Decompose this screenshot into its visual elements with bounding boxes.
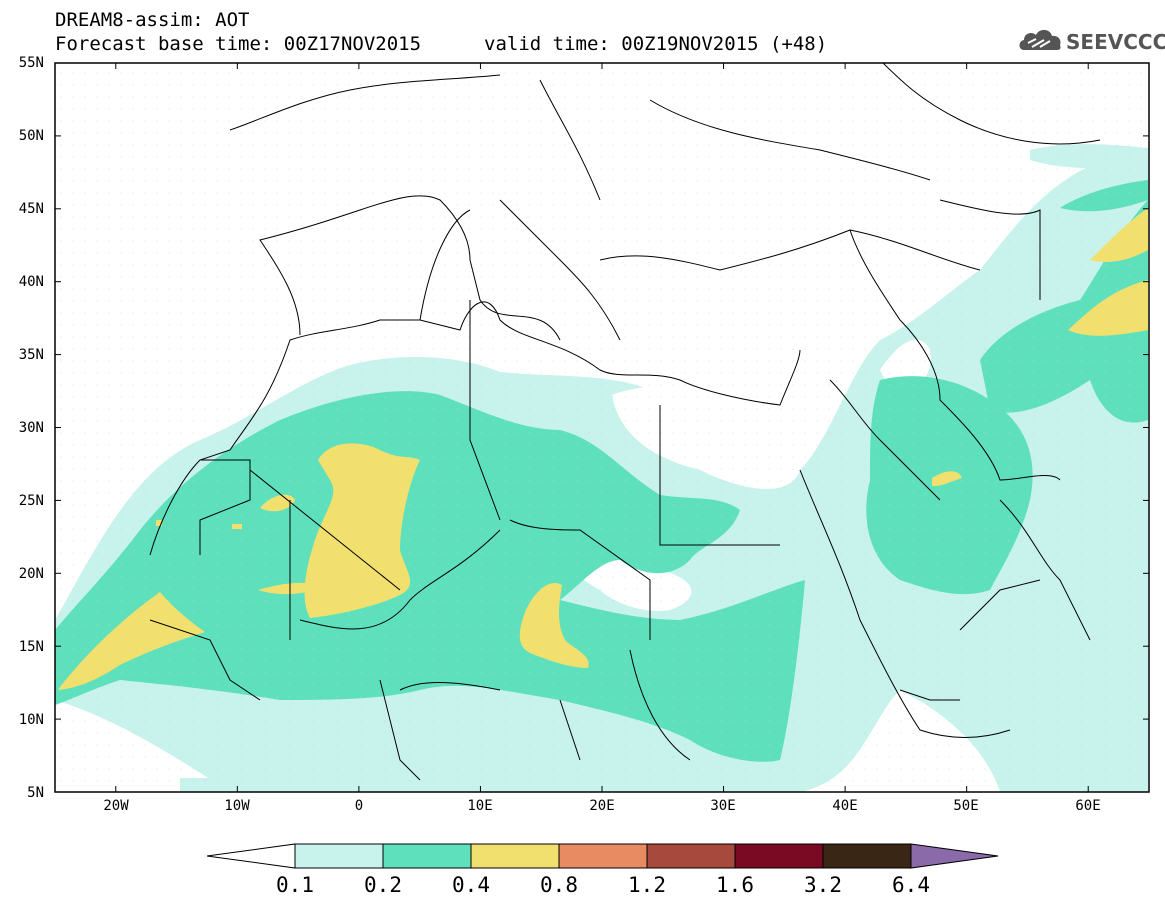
lon-label: 50E: [953, 798, 979, 814]
colorbar-label: 0.1: [276, 873, 314, 897]
lon-label: 20E: [589, 798, 615, 814]
lon-label: 60E: [1075, 798, 1101, 814]
forecast-base-time: Forecast base time: 00Z17NOV2015: [55, 33, 422, 55]
lon-label: 40E: [832, 798, 858, 814]
colorbar-bin-1.6: [734, 843, 824, 869]
lon-label: 10W: [224, 798, 250, 814]
colorbar-bin-1.2: [646, 843, 736, 869]
colorbar-label: 6.4: [892, 873, 930, 897]
colorbar-bin-0.1: [294, 843, 384, 869]
lat-label: 5N: [27, 785, 44, 801]
colorbar-over-arrow: [910, 843, 999, 869]
colorbar-label: 1.2: [628, 873, 666, 897]
lat-label: 20N: [18, 566, 44, 582]
colorbar-under-arrow: [206, 843, 296, 869]
colorbar-bin-0.2: [382, 843, 472, 869]
colorbar-bin-0.4: [470, 843, 560, 869]
axis-ticks: [55, 62, 1149, 793]
lat-label: 35N: [18, 347, 44, 363]
logo-text: SEEVCCC: [1066, 30, 1165, 54]
lat-label: 40N: [18, 274, 44, 290]
lat-label: 15N: [18, 639, 44, 655]
map-title: DREAM8-assim: AOT: [55, 9, 250, 31]
lat-label: 10N: [18, 712, 44, 728]
colorbar-label: 3.2: [804, 873, 842, 897]
colorbar-bin-3.2: [822, 843, 912, 869]
colorbar-label: 0.4: [452, 873, 490, 897]
lat-label: 30N: [18, 420, 44, 436]
colorbar-label: 1.6: [716, 873, 754, 897]
lat-label: 55N: [18, 55, 44, 71]
lon-label: 20W: [103, 798, 129, 814]
colorbar-bin-0.8: [558, 843, 648, 869]
lat-label: 50N: [18, 128, 44, 144]
colorbar-label: 0.8: [540, 873, 578, 897]
valid-time: valid time: 00Z19NOV2015 (+48): [484, 33, 828, 55]
colorbar: [206, 843, 999, 869]
colorbar-label: 0.2: [364, 873, 402, 897]
lon-label: 0: [354, 798, 364, 814]
lat-label: 25N: [18, 493, 44, 509]
lat-label: 45N: [18, 201, 44, 217]
cloud-logo-icon: [1019, 29, 1061, 50]
lon-label: 30E: [710, 798, 736, 814]
lon-label: 10E: [467, 798, 493, 814]
borders-coastlines: [149, 63, 1101, 781]
